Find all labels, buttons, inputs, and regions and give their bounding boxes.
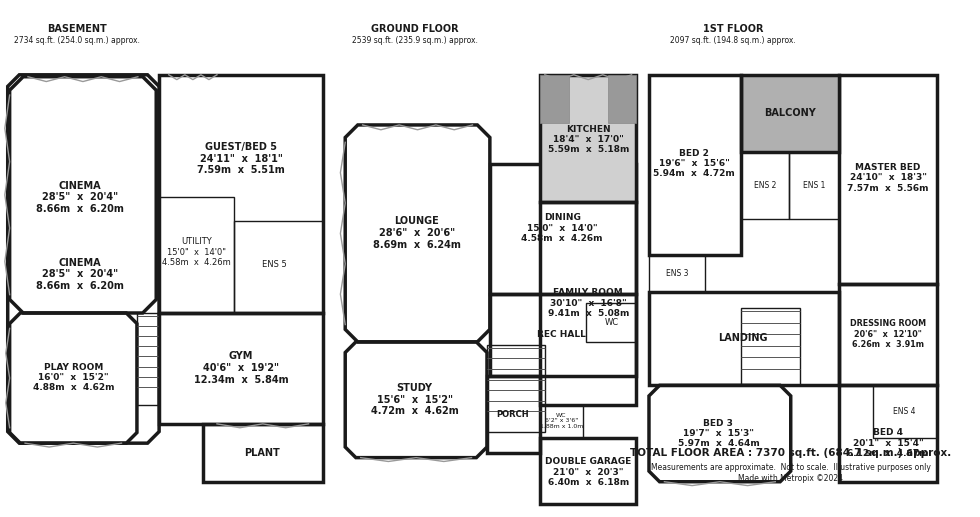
Bar bbox=[540, 405, 583, 438]
Bar bbox=[487, 345, 545, 432]
Text: CINEMA
28'5"  x  20'4"
8.66m  x  6.20m: CINEMA 28'5" x 20'4" 8.66m x 6.20m bbox=[36, 180, 124, 214]
Text: PLAY ROOM
16'0"  x  15'2"
4.88m  x  4.62m: PLAY ROOM 16'0" x 15'2" 4.88m x 4.62m bbox=[32, 363, 114, 392]
Bar bbox=[490, 294, 636, 376]
Bar bbox=[839, 284, 937, 385]
Bar bbox=[159, 75, 323, 313]
Text: BALCONY: BALCONY bbox=[763, 109, 815, 118]
Text: WC: WC bbox=[605, 318, 618, 327]
Text: 1ST FLOOR: 1ST FLOOR bbox=[703, 23, 763, 34]
Bar bbox=[741, 75, 839, 152]
Text: GROUND FLOOR: GROUND FLOOR bbox=[370, 23, 459, 34]
Bar bbox=[540, 75, 569, 123]
Bar bbox=[540, 202, 636, 405]
Text: ENS 4: ENS 4 bbox=[894, 407, 915, 416]
Bar bbox=[203, 424, 323, 482]
Bar bbox=[159, 313, 323, 424]
Bar bbox=[137, 313, 158, 405]
Text: Made with Metropix ©2024: Made with Metropix ©2024 bbox=[738, 474, 843, 483]
Text: REC HALL: REC HALL bbox=[537, 330, 586, 339]
Text: UTILITY
15'0"  x  14'0"
4.58m  x  4.26m: UTILITY 15'0" x 14'0" 4.58m x 4.26m bbox=[163, 237, 231, 267]
Bar bbox=[649, 255, 705, 292]
Text: BED 3
19'7"  x  15'3"
5.97m  x  4.64m: BED 3 19'7" x 15'3" 5.97m x 4.64m bbox=[677, 419, 760, 448]
Text: 2734 sq.ft. (254.0 sq.m.) approx.: 2734 sq.ft. (254.0 sq.m.) approx. bbox=[14, 36, 140, 44]
Text: BED 4
20'1"  x  15'4"
6.12m  x  4.67m: BED 4 20'1" x 15'4" 6.12m x 4.67m bbox=[848, 428, 929, 458]
Text: LOUNGE
28'6"  x  20'6"
8.69m  x  6.24m: LOUNGE 28'6" x 20'6" 8.69m x 6.24m bbox=[372, 216, 461, 250]
Text: BASEMENT: BASEMENT bbox=[47, 23, 107, 34]
Text: DOUBLE GARAGE
21'0"  x  20'3"
6.40m  x  6.18m: DOUBLE GARAGE 21'0" x 20'3" 6.40m x 6.18… bbox=[545, 457, 631, 487]
Text: BED 2
19'6"  x  15'6"
5.94m  x  4.72m: BED 2 19'6" x 15'6" 5.94m x 4.72m bbox=[654, 148, 735, 178]
Bar bbox=[649, 292, 839, 385]
Text: ENS 5: ENS 5 bbox=[263, 260, 287, 269]
Bar bbox=[487, 376, 540, 453]
Text: TOTAL FLOOR AREA : 7370 sq.ft. (684.7 sq.m.) approx.: TOTAL FLOOR AREA : 7370 sq.ft. (684.7 sq… bbox=[630, 448, 952, 458]
Text: STUDY
15'6"  x  15'2"
4.72m  x  4.62m: STUDY 15'6" x 15'2" 4.72m x 4.62m bbox=[370, 383, 459, 416]
Text: MASTER BED
24'10"  x  18'3"
7.57m  x  5.56m: MASTER BED 24'10" x 18'3" 7.57m x 5.56m bbox=[848, 163, 929, 193]
Text: PORCH: PORCH bbox=[497, 410, 529, 419]
Bar bbox=[839, 385, 937, 482]
Bar bbox=[789, 152, 839, 219]
Text: 2097 sq.ft. (194.8 sq.m.) approx.: 2097 sq.ft. (194.8 sq.m.) approx. bbox=[670, 36, 796, 44]
Text: CINEMA
28'5"  x  20'4"
8.66m  x  6.20m: CINEMA 28'5" x 20'4" 8.66m x 6.20m bbox=[36, 258, 124, 291]
Text: ENS 3: ENS 3 bbox=[665, 269, 688, 278]
Text: FAMILY ROOM
30'10"  x  16'8"
9.41m  x  5.08m: FAMILY ROOM 30'10" x 16'8" 9.41m x 5.08m bbox=[548, 288, 629, 318]
Bar bbox=[234, 221, 323, 313]
Bar bbox=[540, 438, 636, 504]
Text: ENS 2: ENS 2 bbox=[754, 181, 776, 190]
Bar bbox=[540, 75, 636, 202]
Bar bbox=[873, 385, 937, 438]
Text: PLANT: PLANT bbox=[244, 448, 280, 458]
Text: DRESSING ROOM
20'6"  x  12'10"
6.26m  x  3.91m: DRESSING ROOM 20'6" x 12'10" 6.26m x 3.9… bbox=[850, 320, 926, 349]
Bar bbox=[490, 163, 636, 294]
Bar bbox=[608, 75, 636, 123]
Text: GUEST/BED 5
24'11"  x  18'1"
7.59m  x  5.51m: GUEST/BED 5 24'11" x 18'1" 7.59m x 5.51m bbox=[197, 142, 285, 175]
Text: WC
6'2" x 3'6"
1.88m x 1.0m: WC 6'2" x 3'6" 1.88m x 1.0m bbox=[540, 413, 583, 429]
Text: LANDING: LANDING bbox=[717, 333, 767, 343]
Bar bbox=[649, 75, 741, 255]
Text: DINING
15'0"  x  14'0"
4.58m  x  4.26m: DINING 15'0" x 14'0" 4.58m x 4.26m bbox=[521, 213, 603, 243]
Bar bbox=[741, 308, 801, 385]
Text: ENS 1: ENS 1 bbox=[803, 181, 825, 190]
Bar bbox=[159, 197, 234, 313]
Text: GYM
40'6"  x  19'2"
12.34m  x  5.84m: GYM 40'6" x 19'2" 12.34m x 5.84m bbox=[194, 352, 288, 385]
Text: KITCHEN
18'4"  x  17'0"
5.59m  x  5.18m: KITCHEN 18'4" x 17'0" 5.59m x 5.18m bbox=[548, 125, 629, 154]
Text: Measurements are approximate.  Not to scale.  Illustrative purposes only: Measurements are approximate. Not to sca… bbox=[651, 463, 931, 472]
Bar bbox=[586, 303, 636, 342]
Bar bbox=[741, 152, 789, 219]
Text: 2539 sq.ft. (235.9 sq.m.) approx.: 2539 sq.ft. (235.9 sq.m.) approx. bbox=[352, 36, 477, 44]
Bar bbox=[839, 75, 937, 284]
